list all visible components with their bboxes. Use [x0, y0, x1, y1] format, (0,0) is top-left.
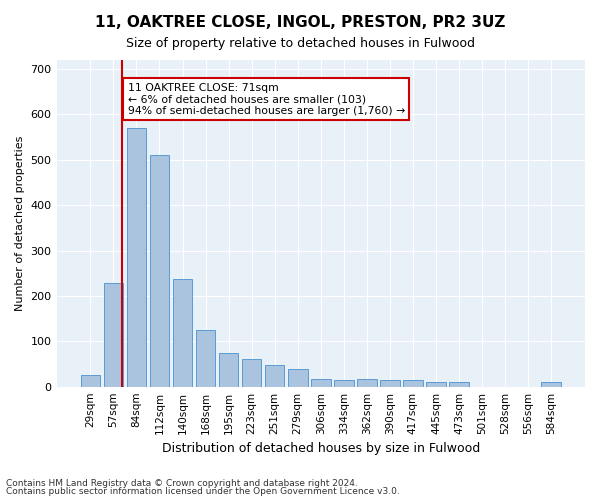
Bar [173, 278, 193, 386]
Bar [265, 365, 284, 386]
Bar [127, 128, 146, 386]
Bar [426, 382, 446, 386]
Y-axis label: Number of detached properties: Number of detached properties [15, 136, 25, 311]
Bar [288, 368, 308, 386]
Text: Contains public sector information licensed under the Open Government Licence v3: Contains public sector information licen… [6, 487, 400, 496]
Bar [219, 352, 238, 386]
Bar [104, 283, 123, 387]
Bar [357, 378, 377, 386]
Text: Contains HM Land Registry data © Crown copyright and database right 2024.: Contains HM Land Registry data © Crown c… [6, 478, 358, 488]
Bar [149, 156, 169, 386]
Bar [242, 360, 262, 386]
Bar [541, 382, 561, 386]
Text: Size of property relative to detached houses in Fulwood: Size of property relative to detached ho… [125, 38, 475, 51]
Bar [80, 376, 100, 386]
Bar [449, 382, 469, 386]
Text: 11, OAKTREE CLOSE, INGOL, PRESTON, PR2 3UZ: 11, OAKTREE CLOSE, INGOL, PRESTON, PR2 3… [95, 15, 505, 30]
Bar [380, 380, 400, 386]
X-axis label: Distribution of detached houses by size in Fulwood: Distribution of detached houses by size … [161, 442, 480, 455]
Bar [311, 378, 331, 386]
Bar [196, 330, 215, 386]
Text: 11 OAKTREE CLOSE: 71sqm
← 6% of detached houses are smaller (103)
94% of semi-de: 11 OAKTREE CLOSE: 71sqm ← 6% of detached… [128, 82, 405, 116]
Bar [334, 380, 353, 386]
Bar [403, 380, 423, 386]
